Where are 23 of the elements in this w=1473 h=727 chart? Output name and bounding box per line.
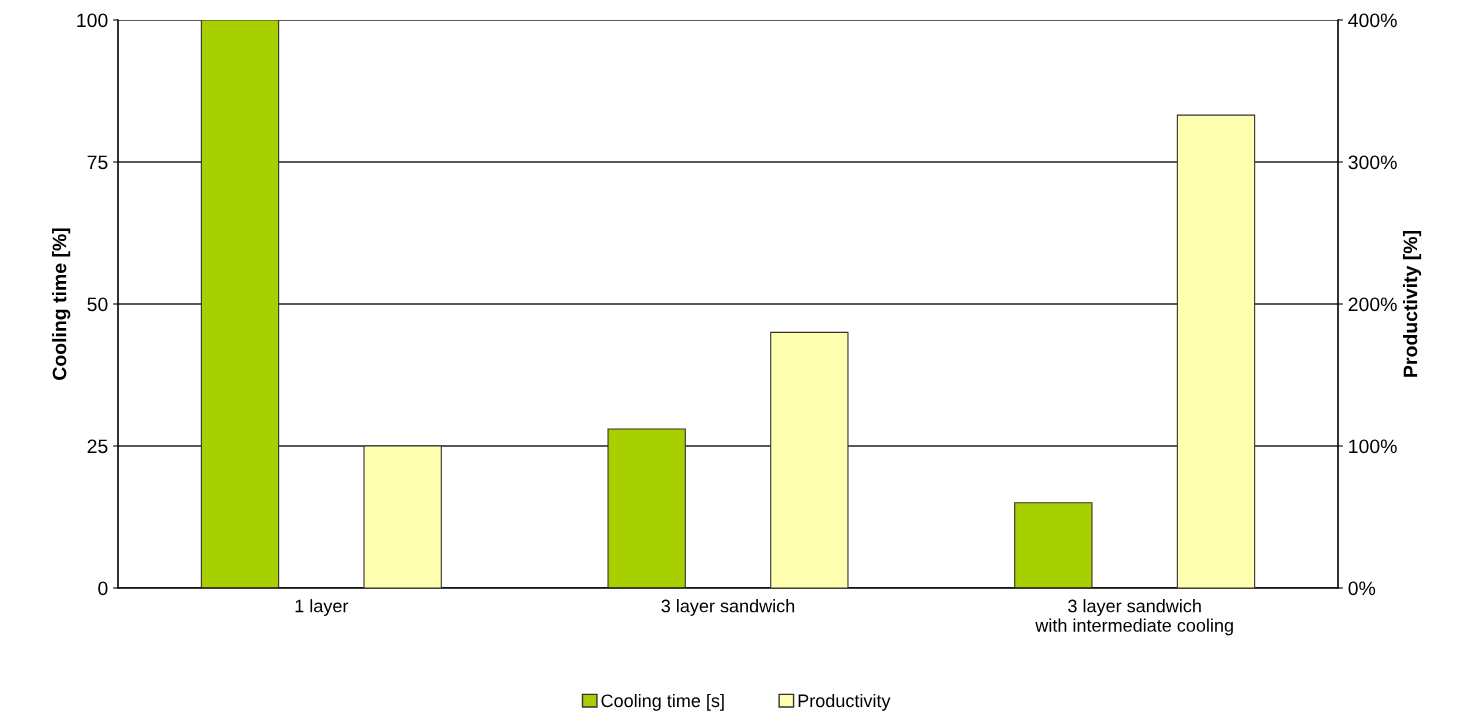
y2-tick-label: 200% xyxy=(1348,297,1397,312)
y2-tick-label: 300% xyxy=(1348,155,1397,170)
bar xyxy=(363,445,442,588)
y2-axis-title: Productivity [%] xyxy=(1403,231,1422,377)
y2-tick-label: 400% xyxy=(1348,13,1397,28)
y2-tick-label: 100% xyxy=(1349,439,1397,454)
y-tick-label: 75 xyxy=(87,155,108,170)
x-tick-label: 3 layer sandwich xyxy=(661,599,795,616)
y-tick-label: 0 xyxy=(98,581,108,596)
y-tick-label: 50 xyxy=(87,297,108,312)
x-tick-label: 3 layer sandwich with intermediate cooling xyxy=(1035,599,1233,636)
legend-label: Productivity xyxy=(798,693,891,711)
x-tick-label: 1 layer xyxy=(295,599,349,616)
y2-tick-label: 0% xyxy=(1348,581,1376,596)
y-axis-title: Cooling time [%] xyxy=(52,228,71,380)
bar xyxy=(1176,114,1256,588)
bar xyxy=(607,428,686,588)
y-tick-label: 25 xyxy=(87,439,108,454)
bar xyxy=(770,331,849,588)
bar xyxy=(200,20,280,588)
bar xyxy=(1014,502,1093,588)
legend-label: Cooling time [s] xyxy=(601,693,724,711)
y-tick-label: 100 xyxy=(77,13,108,28)
